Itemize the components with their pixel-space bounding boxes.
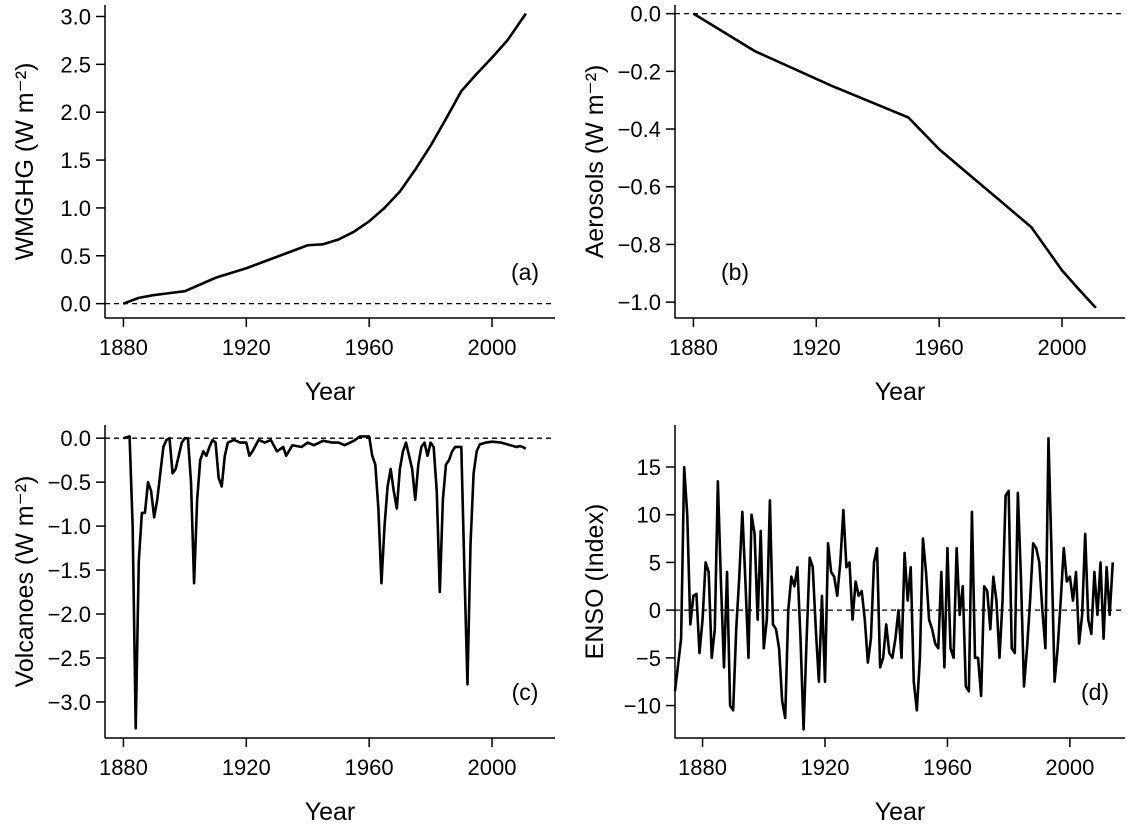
y-tick-label: −2.5 [48,646,91,671]
y-tick-label: −0.2 [618,59,661,84]
panel: 0.0 0.5 1.0 1.5 2.0 2.5 3.0 1880 1920 1960 2000 Yea… [11,4,555,406]
y-tick-label: 1.5 [60,148,91,173]
data-line [123,435,527,730]
panel-label: (d) [1081,679,1109,705]
x-tick-label: 2000 [1045,755,1094,780]
x-axis-title: Year [305,378,356,406]
y-tick-label: 15 [637,455,661,480]
x-tick-label: 1920 [801,755,850,780]
y-axis-title: WMGHG (W m⁻²) [11,63,39,261]
x-tick-label: 1880 [99,335,148,360]
x-tick-label: 2000 [468,755,517,780]
y-tick-label: 2.5 [60,52,91,77]
panel: 0.0 −0.2 −0.4 −0.6 −0.8 −1.0 1880 1920 1960 2000 Y… [581,2,1125,406]
panel: 0.0 −0.5 −1.0 −1.5 −2.0 −2.5 −3.0 1880 1920 1960 2… [11,425,555,826]
x-tick-label: 1960 [923,755,972,780]
y-tick-label: −0.4 [618,117,661,142]
y-tick-label: 0.0 [630,2,661,27]
y-tick-label: 2.0 [60,100,91,125]
panel: −10 −5 0 5 10 15 1880 1920 1960 2000 Year ENSO (Ind… [581,425,1125,826]
y-tick-label: 0 [649,598,661,623]
y-tick-label: −5 [636,646,661,671]
x-axis-title: Year [875,798,926,826]
y-tick-label: 0.5 [60,244,91,269]
x-tick-label: 1920 [792,335,841,360]
y-tick-label: 0.0 [60,292,91,317]
data-line [122,12,527,305]
y-tick-label: 5 [649,550,661,575]
y-tick-label: −0.8 [618,232,661,257]
x-axis-title: Year [875,378,926,406]
x-tick-label: 1880 [678,755,727,780]
x-tick-label: 1880 [669,335,718,360]
y-tick-label: −3.0 [48,690,91,715]
x-tick-label: 1880 [99,755,148,780]
x-tick-label: 1960 [345,755,394,780]
y-tick-label: 0.0 [60,426,91,451]
y-axis-title: Aerosols (W m⁻²) [581,65,609,259]
x-tick-label: 1960 [915,335,964,360]
y-tick-label: 3.0 [60,4,91,29]
y-tick-label: −0.6 [618,175,661,200]
x-axis-title: Year [305,798,356,826]
panel-label: (a) [511,259,539,285]
y-axis-title: Volcanoes (W m⁻²) [11,476,39,688]
x-tick-label: 2000 [1038,335,1087,360]
data-line [673,437,1115,731]
x-tick-label: 1920 [222,335,271,360]
y-tick-label: 1.0 [60,196,91,221]
panel-label: (c) [512,679,539,705]
y-tick-label: −1.0 [48,514,91,539]
x-tick-label: 1960 [345,335,394,360]
y-tick-label: −0.5 [48,470,91,495]
y-tick-label: −1.5 [48,558,91,583]
x-tick-label: 1920 [222,755,271,780]
data-line [692,12,1097,309]
y-tick-label: −2.0 [48,602,91,627]
y-tick-label: −1.0 [618,290,661,315]
y-tick-label: −10 [624,694,661,719]
y-tick-label: 10 [637,503,661,528]
panel-label: (b) [721,259,749,285]
y-axis-title: ENSO (Index) [581,504,609,660]
x-tick-label: 2000 [468,335,517,360]
